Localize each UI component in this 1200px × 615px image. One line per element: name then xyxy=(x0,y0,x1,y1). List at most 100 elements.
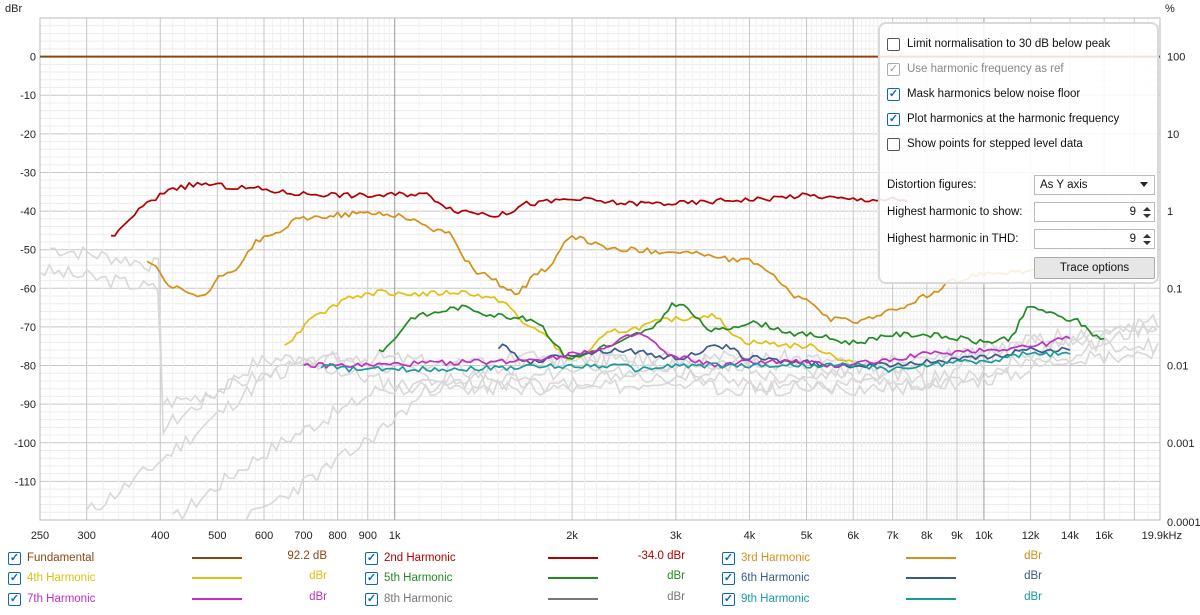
y-tick-label-left: 0 xyxy=(30,52,36,64)
legend-checkbox[interactable] xyxy=(722,592,735,606)
series-line-9th-harmonic xyxy=(320,350,1071,373)
mask-harmonics-label: Mask harmonics below noise floor xyxy=(907,88,1081,100)
legend-item-5th-harmonic[interactable]: 5th Harmonic xyxy=(365,568,534,588)
x-tick-label: 9k xyxy=(951,530,963,542)
legend-item-6th-harmonic[interactable]: 6th Harmonic xyxy=(722,568,891,588)
use-harmonic-freq-checkbox xyxy=(887,62,900,76)
plot-harmonics-option[interactable]: Plot harmonics at the harmonic frequency xyxy=(887,110,1119,128)
x-tick-label: 1k xyxy=(389,530,401,542)
series-line-3rd-harmonic xyxy=(146,210,1071,325)
x-tick-label: 250 xyxy=(31,530,49,542)
legend-swatch xyxy=(192,598,242,600)
x-tick-label: 900 xyxy=(359,530,377,542)
legend-item-4th-harmonic[interactable]: 4th Harmonic xyxy=(8,568,177,588)
x-tick-label: 19.9kHz xyxy=(1142,530,1182,542)
legend-swatch xyxy=(192,577,242,579)
y-tick-label-left: -110 xyxy=(15,476,36,488)
noise-floor-trace xyxy=(86,322,1157,511)
legend-value: dBr xyxy=(1024,550,1042,562)
legend-item-9th-harmonic[interactable]: 9th Harmonic xyxy=(722,589,891,609)
y-tick-label-right: 0.001 xyxy=(1167,438,1195,450)
legend-checkbox[interactable] xyxy=(8,551,21,565)
legend-swatch xyxy=(906,598,956,600)
highest-harmonic-thd-spinner[interactable]: 9 xyxy=(1034,229,1155,249)
spin-down-icon[interactable] xyxy=(1143,214,1151,218)
legend-item-7th-harmonic[interactable]: 7th Harmonic xyxy=(8,589,177,609)
legend-label: 5th Harmonic xyxy=(384,572,453,584)
x-tick-label: 8k xyxy=(921,530,933,542)
y-tick-label-right: 1 xyxy=(1167,206,1173,218)
x-tick-label: 400 xyxy=(151,530,169,542)
y-tick-label-left: -70 xyxy=(20,322,36,334)
y-tick-label-right: 0.0001 xyxy=(1167,517,1200,529)
x-tick-label: 12k xyxy=(1022,530,1040,542)
limit-normalisation-option[interactable]: Limit normalisation to 30 dB below peak xyxy=(887,35,1110,53)
y-tick-label-right: 0.01 xyxy=(1167,361,1188,373)
x-tick-label: 700 xyxy=(294,530,312,542)
legend-label: 3rd Harmonic xyxy=(741,552,811,564)
show-points-checkbox[interactable] xyxy=(887,137,900,151)
x-tick-label: 4k xyxy=(744,530,756,542)
legend-value: dBr xyxy=(1024,570,1042,582)
x-tick-label: 10k xyxy=(975,530,993,542)
plot-frame xyxy=(39,17,1161,521)
y-tick-label-left: -50 xyxy=(20,245,36,257)
legend-label: 2nd Harmonic xyxy=(384,552,456,564)
use-harmonic-freq-option: Use harmonic frequency as ref xyxy=(887,60,1064,78)
legend-label: 7th Harmonic xyxy=(27,593,96,605)
mask-harmonics-option[interactable]: Mask harmonics below noise floor xyxy=(887,85,1080,103)
use-harmonic-freq-label: Use harmonic frequency as ref xyxy=(907,63,1064,75)
legend-label: 4th Harmonic xyxy=(27,572,96,584)
distortion-figures-select[interactable]: As Y axis xyxy=(1034,175,1155,195)
limit-normalisation-checkbox[interactable] xyxy=(887,37,900,51)
x-tick-label: 6k xyxy=(847,530,859,542)
legend-checkbox[interactable] xyxy=(365,551,378,565)
spin-down-icon[interactable] xyxy=(1143,241,1151,245)
y-tick-label-left: -60 xyxy=(20,283,36,295)
x-tick-label: 500 xyxy=(208,530,226,542)
legend-swatch xyxy=(548,557,598,559)
show-points-option[interactable]: Show points for stepped level data xyxy=(887,135,1083,153)
legend-item-8th-harmonic[interactable]: 8th Harmonic xyxy=(365,589,534,609)
plot-harmonics-checkbox[interactable] xyxy=(887,112,900,126)
x-tick-label: 14k xyxy=(1061,530,1079,542)
legend-checkbox[interactable] xyxy=(365,592,378,606)
legend-value: 92.2 dB xyxy=(287,550,327,562)
series-line-2nd-harmonic xyxy=(110,181,908,237)
noise-floor-trace xyxy=(39,262,1158,410)
series-line-4th-harmonic xyxy=(284,289,854,363)
legend-swatch xyxy=(906,577,956,579)
x-tick-label: 2k xyxy=(566,530,578,542)
legend-item-fundamental[interactable]: Fundamental xyxy=(8,548,177,568)
y-tick-label-right: 100 xyxy=(1167,52,1185,64)
x-tick-label: 16k xyxy=(1095,530,1113,542)
legend-checkbox[interactable] xyxy=(722,551,735,565)
legend-value: dBr xyxy=(667,591,685,603)
series-line-7th-harmonic xyxy=(303,332,1071,369)
spin-up-icon[interactable] xyxy=(1143,234,1151,238)
highest-harmonic-show-spinner[interactable]: 9 xyxy=(1034,202,1155,222)
legend-label: 9th Harmonic xyxy=(741,593,810,605)
legend-swatch xyxy=(192,557,242,559)
legend-swatch xyxy=(548,598,598,600)
legend-checkbox[interactable] xyxy=(365,571,378,585)
trace-options-label: Trace options xyxy=(1059,262,1130,274)
distortion-options-panel: Limit normalisation to 30 dB below peak … xyxy=(878,22,1159,284)
mask-harmonics-checkbox[interactable] xyxy=(887,87,900,101)
show-points-label: Show points for stepped level data xyxy=(907,138,1083,150)
trace-options-button[interactable]: Trace options xyxy=(1034,257,1155,279)
distortion-figures-label: Distortion figures: xyxy=(887,179,977,191)
x-tick-label: 7k xyxy=(887,530,899,542)
legend-item-2nd-harmonic[interactable]: 2nd Harmonic xyxy=(365,548,534,568)
legend-checkbox[interactable] xyxy=(722,571,735,585)
spin-up-icon[interactable] xyxy=(1143,207,1151,211)
legend-checkbox[interactable] xyxy=(8,571,21,585)
x-tick-label: 3k xyxy=(670,530,682,542)
legend-item-3rd-harmonic[interactable]: 3rd Harmonic xyxy=(722,548,891,568)
legend-swatch xyxy=(548,577,598,579)
distortion-figures-value: As Y axis xyxy=(1040,179,1088,191)
legend-value: -34.0 dBr xyxy=(637,550,685,562)
y-tick-label-right: 0.1 xyxy=(1167,283,1182,295)
legend-checkbox[interactable] xyxy=(8,592,21,606)
y-tick-label-left: -40 xyxy=(20,206,36,218)
